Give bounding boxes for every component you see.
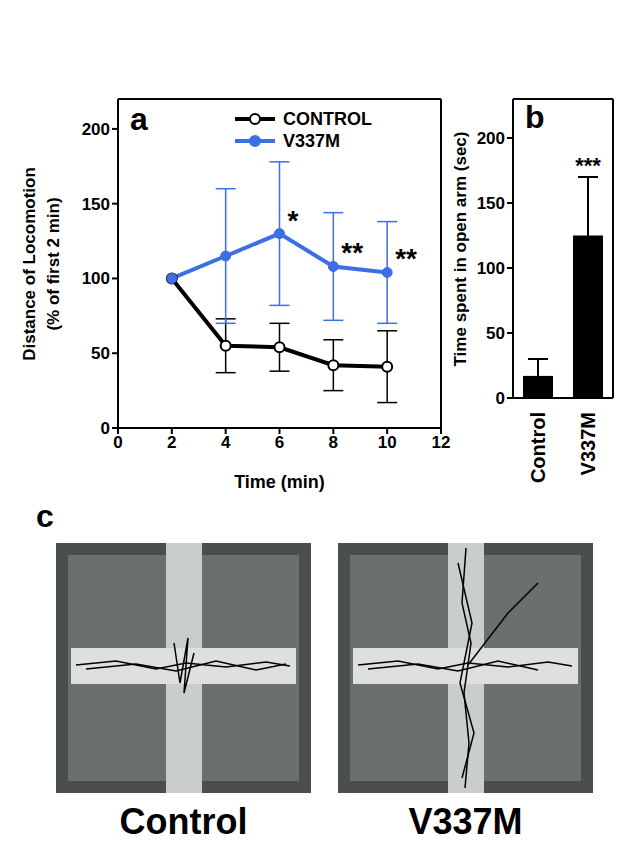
svg-text:V337M: V337M <box>577 412 599 475</box>
svg-text:100: 100 <box>82 269 110 288</box>
svg-text:150: 150 <box>477 194 505 213</box>
svg-text:Time (min): Time (min) <box>234 472 325 492</box>
html-text:V337M: V337M <box>283 130 340 151</box>
svg-text:200: 200 <box>477 129 505 148</box>
html-text:c: c <box>36 498 54 534</box>
svg-text:100: 100 <box>477 259 505 278</box>
svg-text:0: 0 <box>496 389 505 408</box>
html-text:V337M: V337M <box>408 801 523 842</box>
html-text:Control: Control <box>119 801 248 842</box>
html-text:(% of first 2 min): (% of first 2 min) <box>44 196 63 331</box>
html-text:a: a <box>130 101 148 137</box>
svg-text:6: 6 <box>275 433 284 452</box>
svg-text:200: 200 <box>82 120 110 139</box>
svg-text:8: 8 <box>329 433 338 452</box>
svg-text:2: 2 <box>167 433 176 452</box>
svg-text:*: * <box>288 205 299 236</box>
svg-text:4: 4 <box>221 433 231 452</box>
svg-text:150: 150 <box>82 195 110 214</box>
svg-text:50: 50 <box>91 344 110 363</box>
svg-text:10: 10 <box>378 433 397 452</box>
svg-text:50: 50 <box>486 324 505 343</box>
svg-text:0: 0 <box>101 419 110 438</box>
svg-text:**: ** <box>395 243 417 274</box>
svg-text:**: ** <box>341 237 363 268</box>
html-text:Time spent in open arm (sec): Time spent in open arm (sec) <box>451 131 470 366</box>
svg-text:0: 0 <box>113 433 122 452</box>
svg-text:***: *** <box>575 153 601 178</box>
html-text:b: b <box>525 99 545 135</box>
html-text:CONTROL: CONTROL <box>283 108 372 129</box>
svg-text:12: 12 <box>432 433 451 452</box>
html-text:Distance of Locomotion: Distance of Locomotion <box>20 166 39 361</box>
svg-text:Control: Control <box>527 412 549 483</box>
